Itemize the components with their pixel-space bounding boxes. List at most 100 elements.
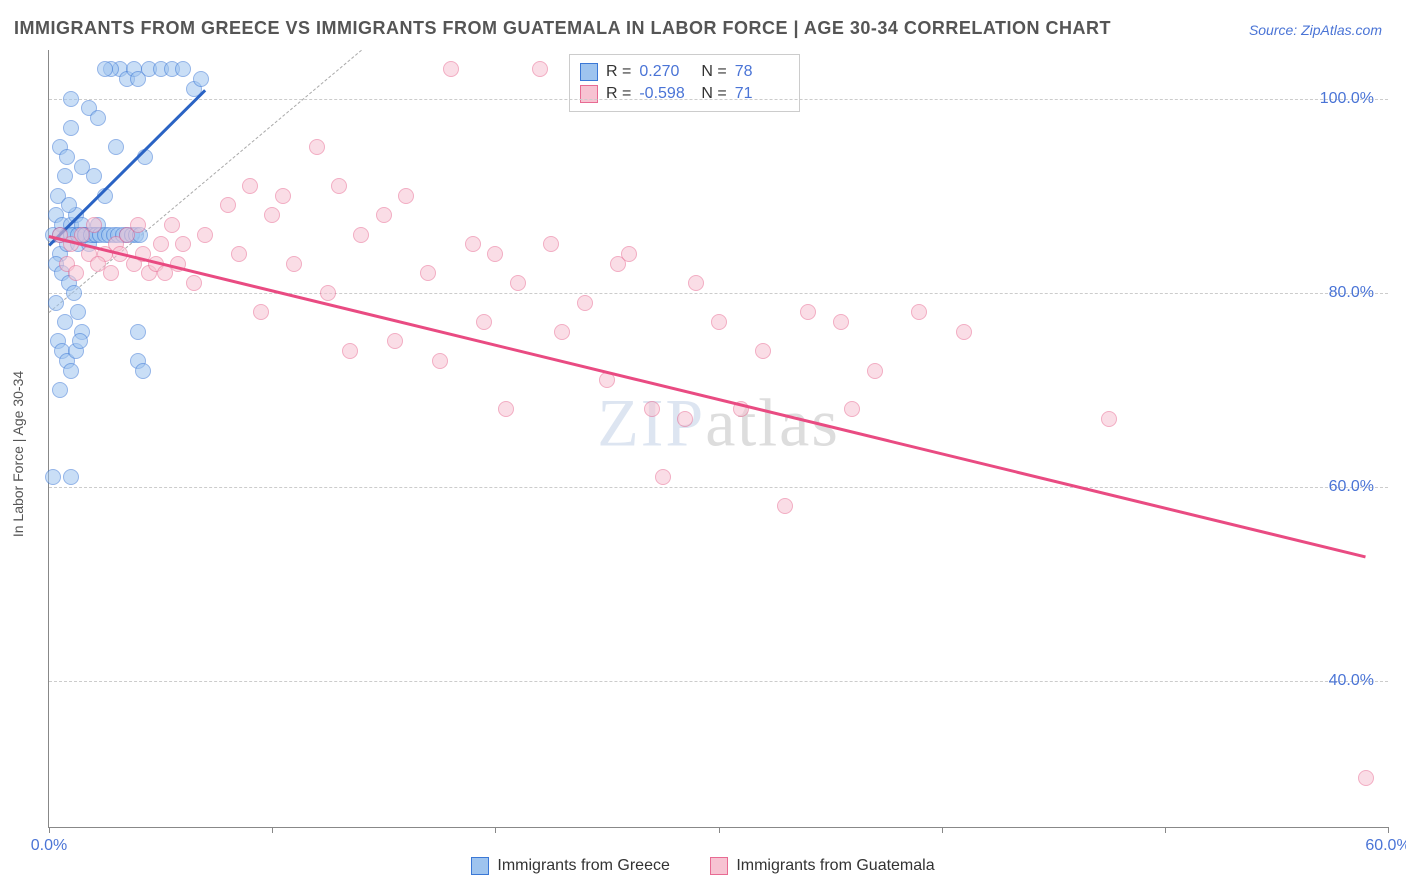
- tick-x: [272, 827, 273, 833]
- swatch-guatemala: [710, 857, 728, 875]
- data-point: [193, 71, 209, 87]
- data-point: [135, 363, 151, 379]
- data-point: [1358, 770, 1374, 786]
- data-point: [186, 275, 202, 291]
- data-point: [688, 275, 704, 291]
- bottom-legend: Immigrants from Greece Immigrants from G…: [0, 857, 1406, 880]
- source-link[interactable]: Source: ZipAtlas.com: [1249, 22, 1382, 38]
- data-point: [465, 236, 481, 252]
- data-point: [70, 304, 86, 320]
- trend-line: [49, 235, 1366, 558]
- n-label: N =: [701, 85, 726, 103]
- tick-x: [49, 827, 50, 833]
- data-point: [264, 207, 280, 223]
- data-point: [242, 178, 258, 194]
- data-point: [487, 246, 503, 262]
- data-point: [164, 217, 180, 233]
- legend-label-guatemala: Immigrants from Guatemala: [736, 857, 934, 875]
- data-point: [844, 401, 860, 417]
- data-point: [286, 256, 302, 272]
- data-point: [543, 236, 559, 252]
- data-point: [48, 295, 64, 311]
- data-point: [63, 120, 79, 136]
- swatch-greece: [471, 857, 489, 875]
- data-point: [476, 314, 492, 330]
- data-point: [86, 168, 102, 184]
- tick-x: [942, 827, 943, 833]
- data-point: [175, 61, 191, 77]
- data-point: [420, 265, 436, 281]
- data-point: [532, 61, 548, 77]
- data-point: [342, 343, 358, 359]
- legend-label-greece: Immigrants from Greece: [497, 857, 669, 875]
- ytick-label: 100.0%: [1320, 90, 1374, 108]
- r-value-guatemala: -0.598: [639, 85, 693, 103]
- data-point: [498, 401, 514, 417]
- data-point: [800, 304, 816, 320]
- data-point: [153, 236, 169, 252]
- data-point: [220, 197, 236, 213]
- data-point: [103, 265, 119, 281]
- r-label: R =: [606, 63, 631, 81]
- r-label: R =: [606, 85, 631, 103]
- ytick-label: 80.0%: [1329, 284, 1374, 302]
- data-point: [63, 91, 79, 107]
- data-point: [353, 227, 369, 243]
- data-point: [231, 246, 247, 262]
- xtick-label: 60.0%: [1365, 837, 1406, 855]
- data-point: [130, 217, 146, 233]
- data-point: [833, 314, 849, 330]
- data-point: [577, 295, 593, 311]
- stats-row-guatemala: R = -0.598 N = 71: [580, 83, 789, 105]
- ytick-label: 40.0%: [1329, 672, 1374, 690]
- gridline-h: [49, 487, 1388, 488]
- y-axis-label: In Labor Force | Age 30-34: [10, 371, 26, 537]
- data-point: [956, 324, 972, 340]
- data-point: [57, 314, 73, 330]
- data-point: [63, 363, 79, 379]
- gridline-h: [49, 681, 1388, 682]
- data-point: [57, 168, 73, 184]
- legend-item-guatemala: Immigrants from Guatemala: [710, 857, 934, 875]
- stats-row-greece: R = 0.270 N = 78: [580, 61, 789, 83]
- data-point: [621, 246, 637, 262]
- data-point: [97, 61, 113, 77]
- data-point: [52, 382, 68, 398]
- tick-x: [719, 827, 720, 833]
- data-point: [320, 285, 336, 301]
- data-point: [309, 139, 325, 155]
- n-value-guatemala: 71: [735, 85, 789, 103]
- data-point: [510, 275, 526, 291]
- tick-x: [1165, 827, 1166, 833]
- trend-line: [48, 89, 206, 246]
- data-point: [644, 401, 660, 417]
- ytick-label: 60.0%: [1329, 478, 1374, 496]
- tick-x: [495, 827, 496, 833]
- gridline-h: [49, 99, 1388, 100]
- data-point: [655, 469, 671, 485]
- legend-item-greece: Immigrants from Greece: [471, 857, 669, 875]
- data-point: [443, 61, 459, 77]
- data-point: [66, 285, 82, 301]
- data-point: [130, 324, 146, 340]
- data-point: [275, 188, 291, 204]
- stats-legend-box: R = 0.270 N = 78 R = -0.598 N = 71: [569, 54, 800, 112]
- data-point: [331, 178, 347, 194]
- xtick-label: 0.0%: [31, 837, 67, 855]
- data-point: [72, 333, 88, 349]
- data-point: [175, 236, 191, 252]
- tick-x: [1388, 827, 1389, 833]
- n-value-greece: 78: [735, 63, 789, 81]
- data-point: [755, 343, 771, 359]
- data-point: [59, 149, 75, 165]
- data-point: [432, 353, 448, 369]
- data-point: [61, 197, 77, 213]
- data-point: [63, 469, 79, 485]
- n-label: N =: [701, 63, 726, 81]
- swatch-guatemala: [580, 85, 598, 103]
- data-point: [387, 333, 403, 349]
- chart-title: IMMIGRANTS FROM GREECE VS IMMIGRANTS FRO…: [14, 18, 1111, 39]
- data-point: [1101, 411, 1117, 427]
- watermark: ZIPatlas: [597, 383, 840, 462]
- data-point: [253, 304, 269, 320]
